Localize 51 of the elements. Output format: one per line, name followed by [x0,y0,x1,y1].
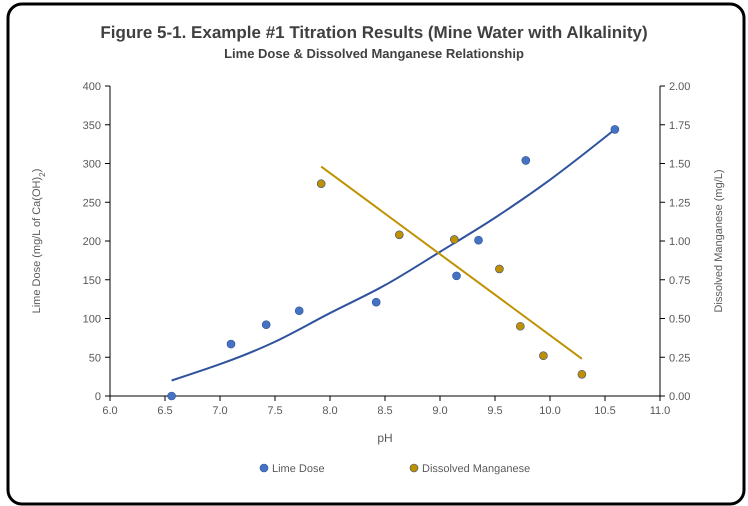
point [474,236,483,245]
point [316,179,326,188]
point [450,235,459,244]
y2-axis-title: Dissolved Manganese (mg/L) [713,169,725,313]
y2-tick-label: 1.50 [669,158,690,170]
y2-tick-label: 1.00 [669,236,690,248]
point [610,125,620,134]
y2-tick-label: 0.25 [669,352,690,364]
x-axis-title: pH [377,431,393,445]
chart-title: Figure 5-1. Example #1 Titration Results (Mine Water with Alkalinity) [100,23,648,42]
y-tick-label: 400 [82,81,101,93]
point [539,351,548,360]
point [167,392,176,400]
chart-subtitle: Lime Dose & Dissolved Manganese Relationship [224,46,524,61]
x-tick-label: 6.0 [102,405,118,417]
y-tick-label: 350 [82,120,101,132]
x-tick-label: 10.5 [594,405,616,417]
legend-label: Dissolved Manganese [422,463,530,475]
x-tick-label: 10.0 [539,405,561,417]
x-tick-label: 6.5 [157,405,173,417]
x-tick-label: 9.0 [432,405,448,417]
y-tick-label: 250 [82,197,101,210]
y2-tick-label: 0.75 [669,274,690,287]
y-tick-label: 300 [82,158,101,170]
x-tick-label: 7.0 [212,405,228,417]
x-tick-label: 11.0 [650,405,670,417]
y-tick-label: 200 [82,236,101,248]
point [395,230,404,240]
point [516,322,525,331]
y2-tick-label: 2.00 [669,81,690,93]
y-tick-label: 0 [94,391,101,403]
x-tick-label: 8.5 [377,405,393,417]
point [262,320,270,329]
point [294,306,304,316]
y-tick-label: 150 [82,274,101,287]
y-tick-label: 100 [82,314,101,326]
y-tick-label: 50 [88,352,101,364]
x-tick-label: 7.5 [267,405,283,417]
point [372,298,380,307]
x-tick-label: 8.0 [322,405,338,417]
point [226,340,236,348]
point [452,272,461,280]
y2-tick-label: 1.75 [669,120,690,132]
point [495,264,504,274]
point [578,370,586,379]
point [522,156,530,165]
y2-tick-label: 0.00 [669,391,690,403]
y2-tick-label: 0.50 [669,314,690,326]
legend-label: Lime Dose [272,463,325,475]
y2-tick-label: 1.25 [669,197,690,210]
x-tick-label: 9.5 [487,405,503,417]
